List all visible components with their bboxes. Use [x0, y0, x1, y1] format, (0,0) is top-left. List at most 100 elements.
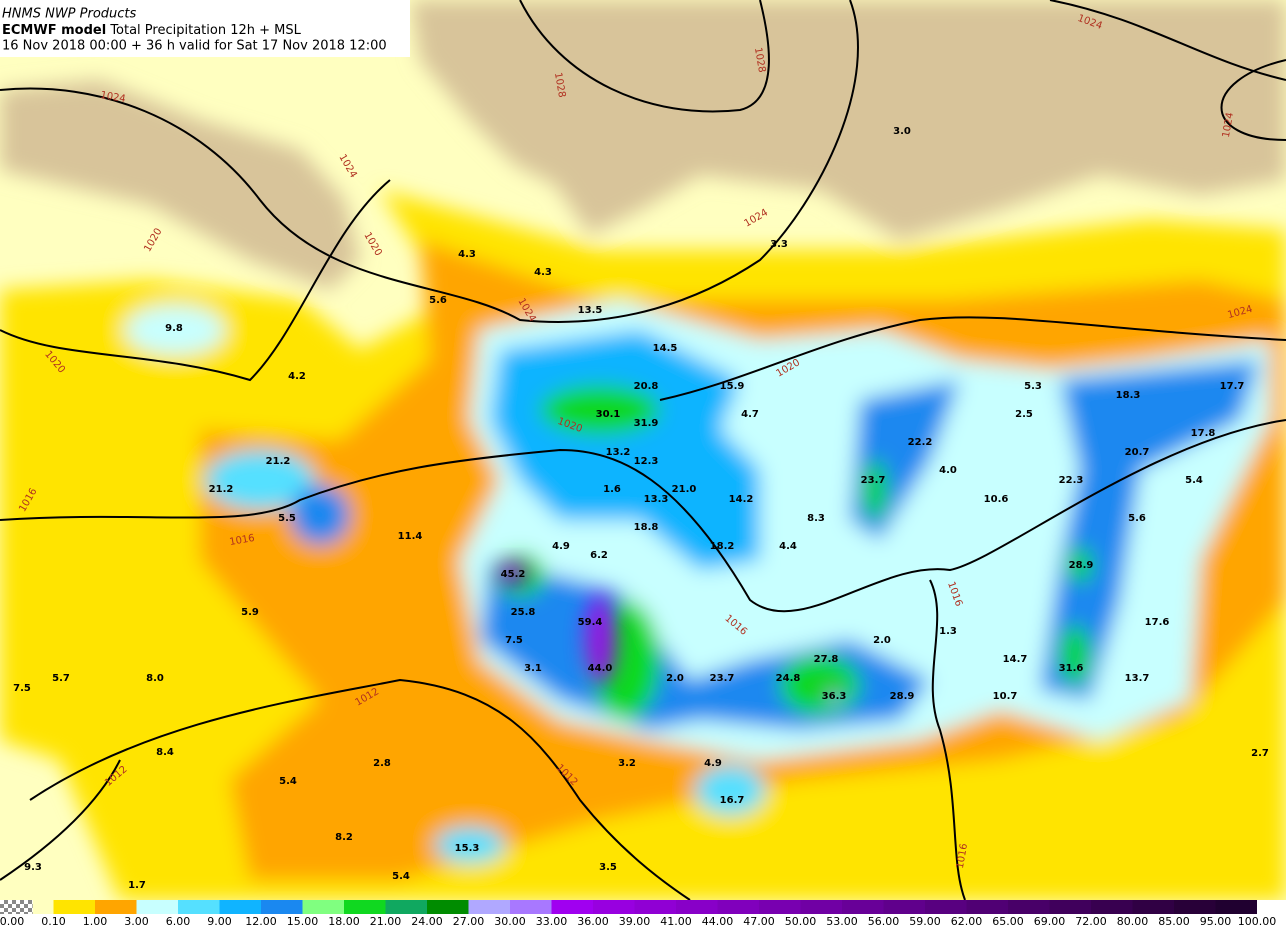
precip-label: 17.7: [1220, 381, 1245, 392]
precip-label: 5.7: [52, 673, 70, 684]
precip-label: 59.4: [578, 617, 603, 628]
precip-label: 6.2: [590, 550, 608, 561]
precip-label: 2.5: [1015, 409, 1033, 420]
header-product-name: Total Precipitation 12h + MSL: [109, 23, 301, 38]
precip-label: 44.0: [588, 663, 613, 674]
colorbar-swatch: [1215, 900, 1257, 914]
colorbar-label: 12.00: [245, 915, 277, 928]
precip-label: 5.4: [392, 871, 410, 882]
precip-label: 10.7: [993, 691, 1018, 702]
colorbar-label: 62.00: [951, 915, 983, 928]
precip-label: 15.9: [720, 381, 745, 392]
colorbar-label: 0.10: [41, 915, 66, 928]
precip-label: 4.9: [552, 541, 570, 552]
precip-label: 23.7: [710, 673, 735, 684]
colorbar-swatch: [1132, 900, 1174, 914]
precip-label: 15.3: [455, 843, 480, 854]
colorbar-swatch: [385, 900, 427, 914]
precip-label: 36.3: [822, 691, 847, 702]
colorbar-label: 95.00: [1200, 915, 1232, 928]
precip-label: 7.5: [13, 683, 31, 694]
precip-label: 8.0: [146, 673, 164, 684]
colorbar-label: 59.00: [909, 915, 941, 928]
precip-label: 22.3: [1059, 475, 1084, 486]
isobars: [0, 0, 1286, 901]
colorbar-swatch: [261, 900, 303, 914]
precip-label: 12.3: [634, 456, 659, 467]
colorbar-swatch: [1174, 900, 1216, 914]
colorbar-swatch: [302, 900, 344, 914]
precip-label: 18.8: [634, 522, 659, 533]
colorbar-label: 9.00: [207, 915, 232, 928]
colorbar-label: 65.00: [992, 915, 1024, 928]
colorbar-label: 47.00: [743, 915, 775, 928]
colorbar-label: 80.00: [1117, 915, 1149, 928]
precip-label: 30.1: [596, 409, 621, 420]
precip-label: 18.3: [1116, 390, 1141, 401]
precip-label: 13.2: [606, 447, 631, 458]
colorbar-swatch: [178, 900, 220, 914]
isobar-label: 1024: [99, 90, 126, 105]
precip-label: 21.0: [672, 484, 697, 495]
precip-label: 8.4: [156, 747, 174, 758]
precip-label: 1.3: [939, 626, 957, 637]
precip-label: 4.3: [458, 249, 476, 260]
precip-label: 4.7: [741, 409, 759, 420]
precip-label: 23.7: [861, 475, 886, 486]
precip-label: 3.2: [618, 758, 636, 769]
colorbar-swatch: [468, 900, 510, 914]
precip-label: 3.1: [524, 663, 542, 674]
colorbar-swatch: [0, 900, 33, 914]
precip-label: 1.6: [603, 484, 621, 495]
isobar-label: 1016: [955, 843, 970, 870]
colorbar-label: 41.00: [660, 915, 692, 928]
precip-label: 5.6: [429, 295, 447, 306]
colorbar-label: 56.00: [868, 915, 900, 928]
colorbar-label: 21.00: [370, 915, 402, 928]
precip-label: 20.7: [1125, 447, 1150, 458]
precip-label: 8.3: [807, 513, 825, 524]
header-product: ECMWF model Total Precipitation 12h + MS…: [2, 23, 302, 38]
colorbar-label: 69.00: [1034, 915, 1066, 928]
precip-label: 17.8: [1191, 428, 1216, 439]
precip-label: 14.2: [729, 494, 754, 505]
precip-label: 5.3: [1024, 381, 1042, 392]
precip-label: 27.8: [814, 654, 839, 665]
precip-label: 31.9: [634, 418, 659, 429]
precip-label: 28.9: [1069, 560, 1094, 571]
precip-label: 31.6: [1059, 663, 1084, 674]
colorbar-label: 15.00: [287, 915, 319, 928]
precip-label: 18.2: [710, 541, 735, 552]
colorbar-label: 53.00: [826, 915, 858, 928]
colorbar-label: 27.00: [453, 915, 485, 928]
colorbar-label: 44.00: [702, 915, 734, 928]
precip-label: 5.6: [1128, 513, 1146, 524]
colorbar-swatch: [1091, 900, 1133, 914]
colorbar-swatch: [136, 900, 178, 914]
header-run: 16 Nov 2018 00:00 + 36 h valid for Sat 1…: [2, 39, 387, 54]
precip-label: 11.4: [398, 531, 423, 542]
precip-label: 10.6: [984, 494, 1009, 505]
precip-label: 14.5: [653, 343, 678, 354]
precip-label: 20.8: [634, 381, 659, 392]
precip-label: 8.2: [335, 832, 353, 843]
colorbar-swatch: [219, 900, 261, 914]
colorbar-label: 33.00: [536, 915, 568, 928]
colorbar-label: 1.00: [83, 915, 108, 928]
isobar-label: 1024: [1221, 112, 1236, 139]
isobar-label: 1028: [552, 72, 567, 99]
colorbar-swatch: [925, 900, 967, 914]
colorbar-swatch: [1008, 900, 1050, 914]
colorbar-swatch: [883, 900, 925, 914]
precip-label: 25.8: [511, 607, 536, 618]
precip-label: 24.8: [776, 673, 801, 684]
precip-label: 5.9: [241, 607, 259, 618]
precip-label: 5.4: [1185, 475, 1203, 486]
precip-label: 4.4: [779, 541, 797, 552]
colorbar-label: 3.00: [124, 915, 149, 928]
isobar-label: 1028: [752, 47, 767, 74]
precip-label: 45.2: [501, 569, 526, 580]
colorbar-swatch: [966, 900, 1008, 914]
precip-label: 5.4: [279, 776, 297, 787]
